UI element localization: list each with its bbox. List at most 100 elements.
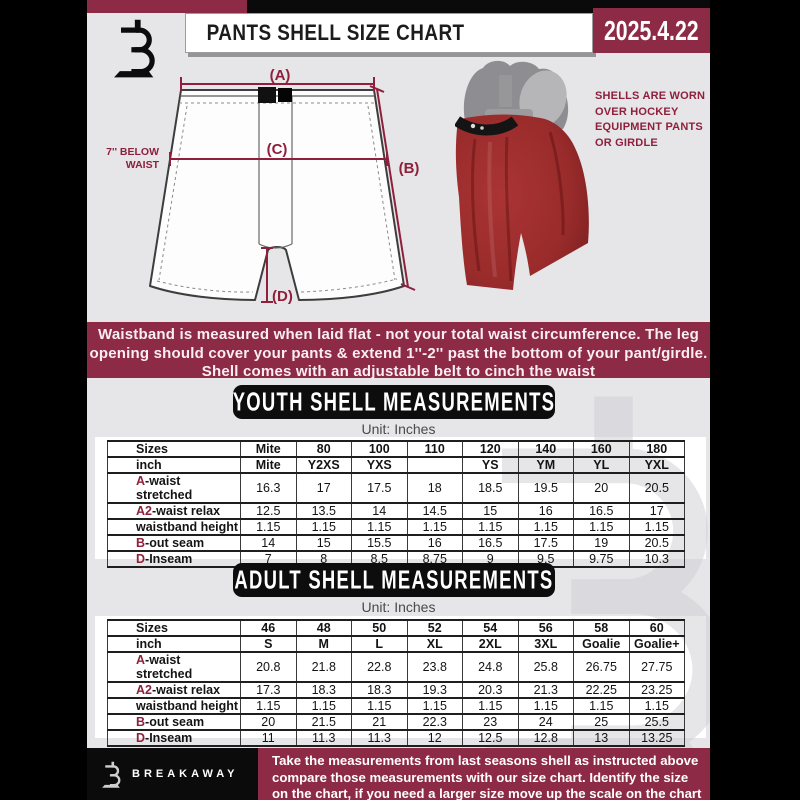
cell: 11.3 [351, 729, 408, 747]
adult-size-table: Sizes 46 48 50 52 54 56 58 60 inch S M L XL 2XL 3XL Goal… [107, 619, 685, 747]
cell: 60 [628, 619, 685, 637]
cell: 9.75 [573, 550, 630, 568]
row-label: Sizes [107, 619, 241, 637]
table-row: waistband height 1.15 1.15 1.15 1.15 1.15 1.15… [107, 697, 685, 715]
cell: 50 [351, 619, 408, 637]
cell: 20.3 [462, 681, 519, 699]
cell: 120 [462, 440, 519, 458]
page-title: PANTS SHELL SIZE CHART [206, 20, 465, 45]
row-label: A-waist stretched [107, 651, 241, 683]
table-row: B-out seam 14 15 15.5 16 16.5 17.5 19 20.5 [107, 534, 685, 552]
cell: 1.15 [573, 518, 630, 536]
cell: 17.3 [240, 681, 297, 699]
youth-heading: YOUTH SHELL MEASUREMENTS [232, 386, 556, 417]
cell: 2XL [462, 635, 519, 653]
cell: 12.8 [517, 729, 574, 747]
cell: 56 [517, 619, 574, 637]
youth-heading-banner: YOUTH SHELL MEASUREMENTS [233, 385, 555, 419]
cell: 54 [462, 619, 519, 637]
row-label: A2-waist relax [107, 502, 241, 520]
adult-heading-banner: ADULT SHELL MEASUREMENTS [233, 563, 555, 597]
cell: 15 [295, 534, 352, 552]
cell: Y2XS [295, 456, 352, 474]
shorts-measurement-diagram: (A) (C) (B) (D) [149, 67, 420, 305]
measure-arrows [169, 77, 416, 303]
cell: 15 [462, 502, 519, 520]
cell: 12.5 [240, 502, 297, 520]
cell: 21.8 [295, 651, 352, 683]
diagram-label-d: (D) [272, 288, 293, 305]
row-label: waistband height [107, 697, 241, 715]
cell: 19 [573, 534, 630, 552]
table-row: inch S M L XL 2XL 3XL Goalie Goalie+ [107, 635, 685, 653]
row-label: B-out seam [107, 713, 241, 731]
table-row: D-Inseam 11 11.3 11.3 12 12.5 12.8 13 13.25 [107, 729, 685, 747]
diagram-label-a: (A) [270, 67, 291, 84]
cell: 1.15 [628, 697, 685, 715]
cell: 14.5 [406, 502, 463, 520]
cell: 1.15 [462, 518, 519, 536]
cell: 24 [517, 713, 574, 731]
cell: 20 [573, 472, 630, 504]
notice-banner: Waistband is measured when laid flat - n… [87, 322, 710, 380]
cell: 17 [628, 502, 685, 520]
cell: 17.5 [517, 534, 574, 552]
cell: 1.15 [240, 518, 297, 536]
cell: 13.25 [628, 729, 685, 747]
cell: 1.15 [406, 697, 463, 715]
cell: 140 [517, 440, 574, 458]
cell: 20.5 [628, 472, 685, 504]
cell: 16.5 [573, 502, 630, 520]
cell: 15.5 [351, 534, 408, 552]
cell: YXL [628, 456, 685, 474]
diagram-label-b: (B) [399, 160, 420, 177]
cell: 19.5 [517, 472, 574, 504]
row-label: waistband height [107, 518, 241, 536]
cell: 22.3 [406, 713, 463, 731]
cell: 46 [240, 619, 297, 637]
row-label: B-out seam [107, 534, 241, 552]
header-accent-bar [87, 0, 247, 13]
cell: 12.5 [462, 729, 519, 747]
cell: 16.3 [240, 472, 297, 504]
cell: 14 [240, 534, 297, 552]
cell: 58 [573, 619, 630, 637]
adult-unit-label: Unit: Inches [361, 599, 436, 615]
table-row: waistband height 1.15 1.15 1.15 1.15 1.15 1.15… [107, 518, 685, 536]
row-label: A-waist stretched [107, 472, 241, 504]
row-label: Sizes [107, 440, 241, 458]
cell: 16.5 [462, 534, 519, 552]
cell: 27.75 [628, 651, 685, 683]
cell: 11.3 [295, 729, 352, 747]
table-row: A-waist stretched 20.8 21.8 22.8 23.8 24.8 25.… [107, 651, 685, 683]
cell: M [295, 635, 352, 653]
row-label: A2-waist relax [107, 681, 241, 699]
cell: 23.25 [628, 681, 685, 699]
cell: Goalie [573, 635, 630, 653]
belt-buckle [258, 87, 276, 103]
cell: 12 [406, 729, 463, 747]
table-row: Sizes Mite 80 100 110 120 140 160 180 [107, 440, 685, 458]
cell: 26.75 [573, 651, 630, 683]
cell: 180 [628, 440, 685, 458]
cell: 18.3 [295, 681, 352, 699]
shorts-outline [149, 89, 405, 301]
table-row: A2-waist relax 17.3 18.3 18.3 19.3 20.3 21.3 22… [107, 681, 685, 699]
cell: 1.15 [406, 518, 463, 536]
cell: XL [406, 635, 463, 653]
cell: 48 [295, 619, 352, 637]
youth-size-table: Sizes Mite 80 100 110 120 140 160 180 inch Mite Y2X… [107, 440, 685, 568]
date-badge: 2025.4.22 [593, 8, 710, 53]
row-label: inch [107, 635, 241, 653]
cell: 1.15 [517, 518, 574, 536]
cell: L [351, 635, 408, 653]
row-label: D-Inseam [107, 550, 241, 568]
cell: 17 [295, 472, 352, 504]
footer-brand-name: BREAKAWAY [132, 768, 239, 780]
cell: 22.8 [351, 651, 408, 683]
cell: 1.15 [351, 697, 408, 715]
cell: 18.5 [462, 472, 519, 504]
footer-brand-box: BREAKAWAY [87, 748, 258, 800]
row-label: D-Inseam [107, 729, 241, 747]
